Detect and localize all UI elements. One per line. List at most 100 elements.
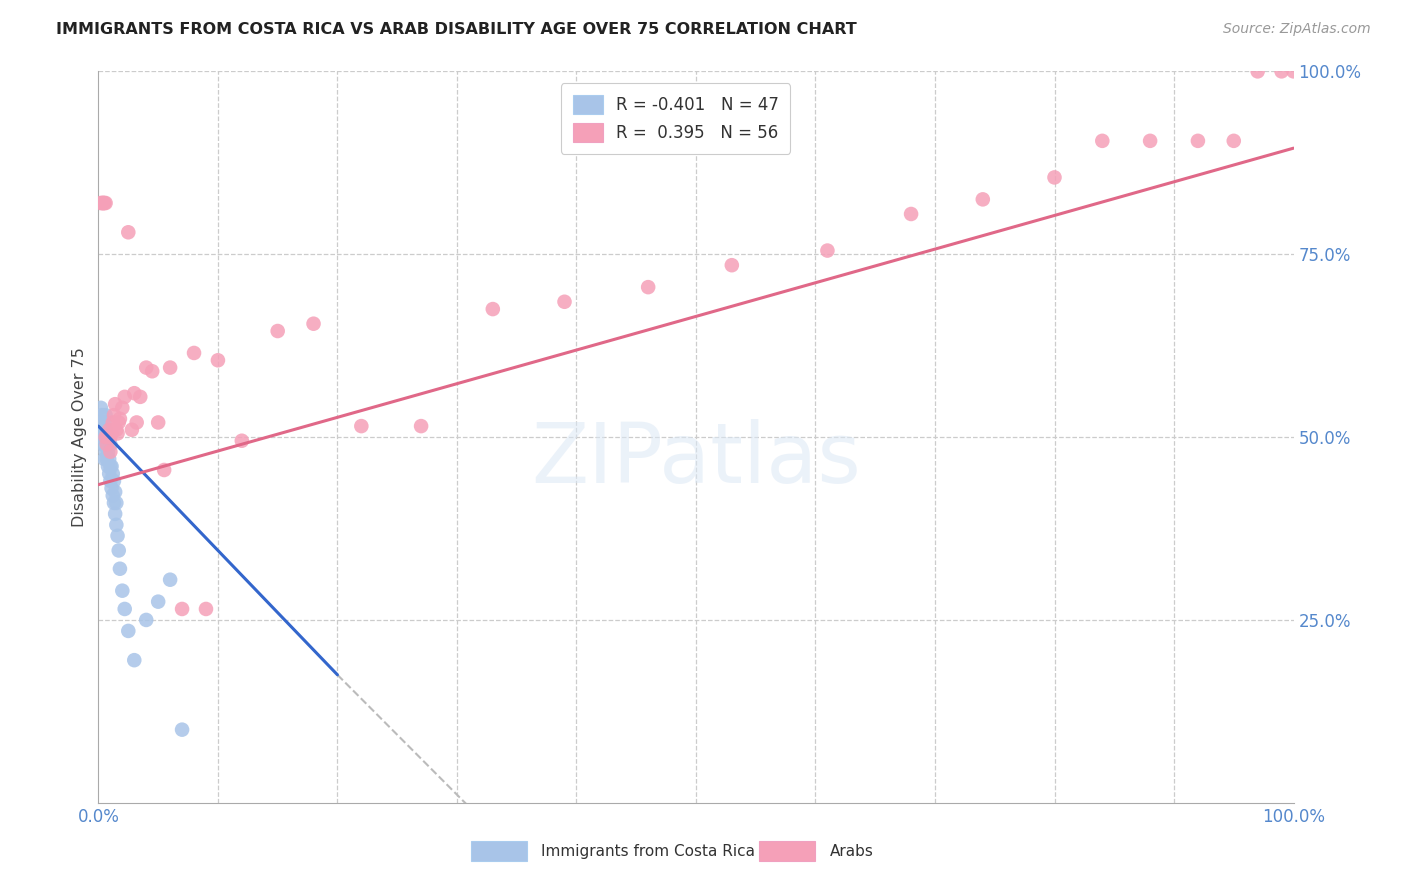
Point	[94, 434, 117, 448]
Point	[94, 430, 117, 444]
Point	[1271, 64, 1294, 78]
Point	[900, 207, 922, 221]
Point	[1282, 64, 1305, 78]
Point	[103, 496, 125, 510]
Point	[302, 317, 325, 331]
Point	[93, 430, 115, 444]
Point	[98, 423, 121, 437]
Point	[96, 441, 118, 455]
Point	[98, 430, 122, 444]
Point	[207, 353, 229, 368]
Point	[98, 444, 122, 458]
Point	[98, 437, 122, 451]
Point	[101, 416, 124, 430]
Point	[104, 397, 127, 411]
Point	[103, 474, 125, 488]
Text: Immigrants from Costa Rica: Immigrants from Costa Rica	[541, 845, 755, 859]
Point	[97, 459, 120, 474]
Point	[96, 437, 118, 451]
Point	[350, 419, 373, 434]
Point	[91, 408, 114, 422]
Point	[148, 594, 170, 608]
Point	[183, 346, 205, 360]
Point	[94, 423, 117, 437]
Text: ZIPatlas: ZIPatlas	[531, 418, 860, 500]
Point	[267, 324, 290, 338]
Point	[1091, 134, 1114, 148]
Point	[104, 507, 127, 521]
Point	[108, 412, 131, 426]
Point	[1187, 134, 1209, 148]
Point	[721, 258, 744, 272]
Point	[148, 416, 170, 430]
Point	[124, 386, 146, 401]
Point	[172, 723, 194, 737]
Point	[98, 459, 122, 474]
Legend: R = -0.401   N = 47, R =  0.395   N = 56: R = -0.401 N = 47, R = 0.395 N = 56	[561, 83, 790, 153]
Point	[117, 624, 139, 638]
Point	[108, 562, 131, 576]
Point	[135, 360, 157, 375]
Point	[1247, 64, 1270, 78]
Point	[105, 517, 128, 532]
Point	[97, 430, 120, 444]
Point	[94, 196, 117, 211]
Point	[107, 416, 129, 430]
Point	[90, 416, 112, 430]
Point	[90, 196, 112, 211]
Point	[91, 437, 114, 451]
Text: Arabs: Arabs	[830, 845, 873, 859]
Text: Source: ZipAtlas.com: Source: ZipAtlas.com	[1223, 22, 1371, 37]
Point	[91, 196, 114, 211]
Point	[93, 452, 115, 467]
Point	[91, 426, 114, 441]
Point	[129, 390, 152, 404]
Point	[100, 481, 122, 495]
Point	[231, 434, 253, 448]
Point	[97, 430, 120, 444]
Point	[98, 452, 121, 467]
Point	[91, 196, 114, 211]
Point	[815, 244, 838, 258]
Point	[96, 430, 118, 444]
Point	[91, 423, 114, 437]
Point	[101, 467, 124, 481]
Point	[141, 364, 163, 378]
Point	[637, 280, 659, 294]
Point	[105, 423, 128, 437]
Point	[125, 416, 148, 430]
Point	[90, 401, 112, 415]
Point	[107, 426, 129, 441]
Point	[135, 613, 157, 627]
Point	[554, 294, 576, 309]
Point	[195, 602, 218, 616]
Y-axis label: Disability Age Over 75: Disability Age Over 75	[72, 347, 87, 527]
Point	[481, 301, 505, 317]
Point	[98, 474, 122, 488]
Point	[100, 426, 122, 441]
Point	[94, 408, 117, 422]
Point	[114, 602, 136, 616]
Point	[96, 452, 118, 467]
Point	[103, 408, 125, 422]
Point	[114, 390, 136, 404]
Point	[1139, 134, 1161, 148]
Point	[105, 496, 128, 510]
Point	[111, 583, 134, 598]
Point	[91, 430, 114, 444]
Point	[93, 196, 115, 211]
Point	[97, 444, 120, 458]
Point	[93, 416, 115, 430]
Point	[91, 196, 114, 211]
Point	[124, 653, 146, 667]
Point	[411, 419, 433, 434]
Point	[111, 401, 134, 415]
Point	[172, 602, 194, 616]
Point	[98, 467, 121, 481]
Point	[107, 529, 129, 543]
Point	[159, 360, 181, 375]
Point	[159, 573, 181, 587]
Point	[121, 423, 143, 437]
Text: IMMIGRANTS FROM COSTA RICA VS ARAB DISABILITY AGE OVER 75 CORRELATION CHART: IMMIGRANTS FROM COSTA RICA VS ARAB DISAB…	[56, 22, 858, 37]
Point	[100, 459, 122, 474]
